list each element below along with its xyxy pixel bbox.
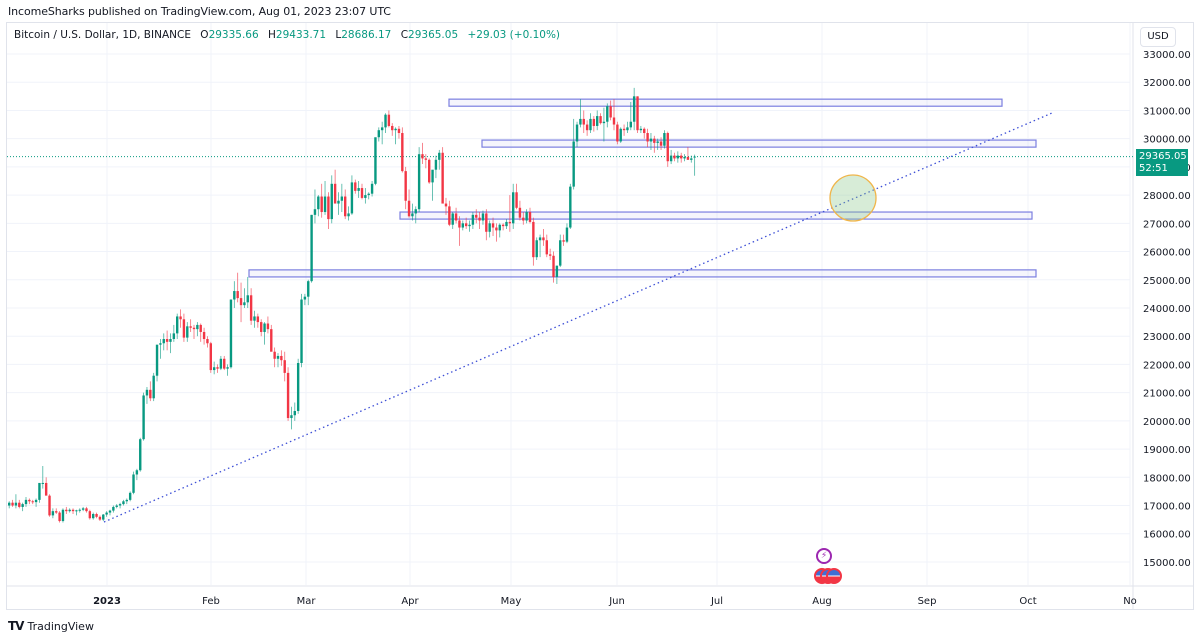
price-axis-label: 19000.00 xyxy=(1143,445,1191,456)
symbol-name: Bitcoin / U.S. Dollar, 1D, BINANCE xyxy=(14,29,191,41)
open-value: 29335.66 xyxy=(208,29,259,41)
price-axis-label: 25000.00 xyxy=(1143,276,1191,287)
publish-info: IncomeSharks published on TradingView.co… xyxy=(8,5,391,18)
price-axis-label: 18000.00 xyxy=(1143,473,1191,484)
close-value: 29365.05 xyxy=(408,29,459,41)
time-axis-label: Sep xyxy=(918,596,937,607)
time-axis-label: May xyxy=(501,596,522,607)
open-label: O xyxy=(200,29,209,41)
horizontal-zone[interactable] xyxy=(399,211,1033,220)
bar-countdown: 52:51 xyxy=(1139,163,1168,174)
price-axis-label: 32000.00 xyxy=(1143,78,1191,89)
close-label: C xyxy=(400,29,409,41)
price-axis-label: 22000.00 xyxy=(1143,360,1191,371)
high-value: 29433.71 xyxy=(275,29,327,41)
time-axis-label: Mar xyxy=(297,596,317,607)
horizontal-zone[interactable] xyxy=(448,98,1003,107)
symbol-legend: Bitcoin / U.S. Dollar, 1D, BINANCE O2933… xyxy=(14,29,560,41)
price-axis-label: 26000.00 xyxy=(1143,248,1191,259)
last-price-value: 29365.05 xyxy=(1139,151,1187,162)
price-axis-label: 28000.00 xyxy=(1143,191,1191,202)
price-axis-label: 27000.00 xyxy=(1143,219,1191,230)
price-axis-label: 24000.00 xyxy=(1143,304,1191,315)
low-value: 28686.17 xyxy=(341,29,392,41)
price-axis-label: 33000.00 xyxy=(1143,50,1191,61)
tradingview-footer[interactable]: TV TradingView xyxy=(8,619,94,633)
price-axis-label: 30000.00 xyxy=(1143,135,1191,146)
tradingview-logo-icon: TV xyxy=(8,619,25,633)
highlight-circle[interactable] xyxy=(829,174,877,222)
last-price-tag: 29365.05 52:51 xyxy=(1136,149,1188,176)
time-axis-label: 2023 xyxy=(93,596,121,607)
price-axis-label: 21000.00 xyxy=(1143,389,1191,400)
high-label: H xyxy=(268,29,276,41)
horizontal-zone[interactable] xyxy=(481,139,1037,148)
price-axis-label: 20000.00 xyxy=(1143,417,1191,428)
time-axis-label: No xyxy=(1123,596,1137,607)
us-economic-events-icon[interactable] xyxy=(814,568,842,584)
time-axis-label: Oct xyxy=(1019,596,1036,607)
time-axis-label: Jul xyxy=(710,596,723,607)
brand-name: TradingView xyxy=(27,619,94,633)
lightning-event-icon[interactable]: ⚡ xyxy=(816,548,832,564)
price-axis-label: 17000.00 xyxy=(1143,502,1191,513)
currency-button[interactable]: USD xyxy=(1140,27,1176,47)
us-flag-icon xyxy=(826,568,842,584)
low-label: L xyxy=(335,29,342,41)
horizontal-zone[interactable] xyxy=(248,269,1037,278)
trendline[interactable] xyxy=(103,112,1053,523)
chart-frame xyxy=(6,22,1194,610)
price-axis-label: 23000.00 xyxy=(1143,332,1191,343)
price-axis-label: 31000.00 xyxy=(1143,106,1191,117)
price-axis-label: 16000.00 xyxy=(1143,530,1191,541)
time-axis-label: Aug xyxy=(812,596,832,607)
time-axis-label: Apr xyxy=(401,596,419,607)
price-axis-label: 15000.00 xyxy=(1143,558,1191,569)
time-axis-label: Feb xyxy=(202,596,220,607)
time-axis-label: Jun xyxy=(608,596,625,607)
change-value: +29.03 (+0.10%) xyxy=(467,29,561,41)
